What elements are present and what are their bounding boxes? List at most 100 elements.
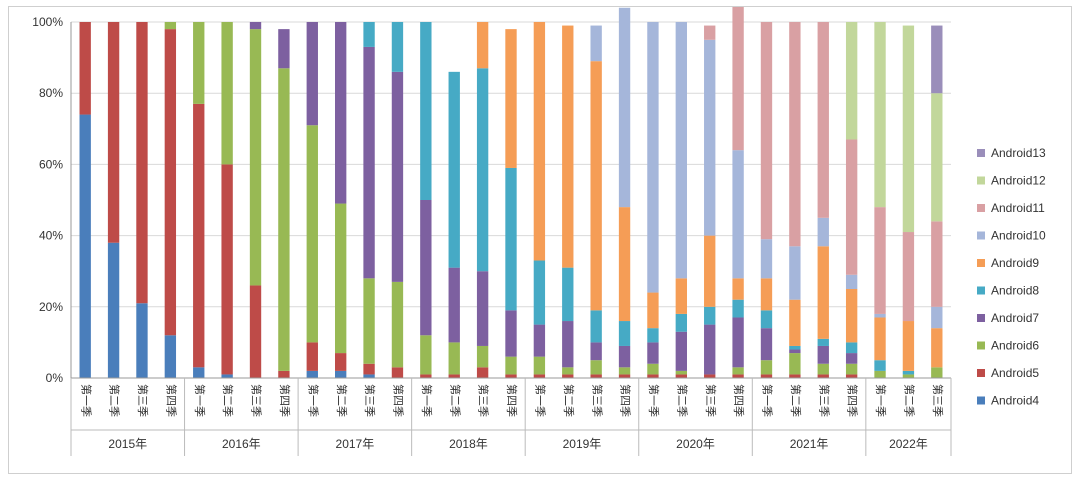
- bar-segment-android7: [675, 331, 687, 371]
- bar-segment-android8: [647, 328, 659, 343]
- bar-segment-android4: [335, 370, 347, 378]
- bar-segment-android5: [448, 374, 460, 378]
- bar-segment-android6: [590, 360, 602, 375]
- bar-segment-android5: [278, 370, 290, 378]
- bar-segment-android11: [902, 232, 915, 322]
- bar-segment-android7: [817, 345, 829, 364]
- bar-segment-android12: [931, 93, 943, 222]
- bar-segment-android8: [562, 267, 574, 322]
- bar-segment-android7: [647, 342, 659, 364]
- bar-segment-android6: [732, 367, 744, 375]
- bar-segment-android6: [249, 29, 262, 286]
- year-label: 2019年: [563, 437, 602, 451]
- bar-segment-android5: [391, 367, 404, 378]
- bar-segment-android6: [363, 278, 375, 364]
- bar-segment-android5: [845, 374, 858, 378]
- x-tick-label: 第三季: [363, 384, 377, 417]
- bar-segment-android12: [874, 22, 886, 208]
- legend-swatch: [977, 341, 985, 350]
- x-tick-label: 第二季: [789, 384, 803, 417]
- bar-segment-android8: [533, 260, 546, 325]
- bar-segment-android6: [647, 363, 659, 375]
- bar-segment-android8: [420, 22, 432, 200]
- y-tick-label: 100%: [32, 15, 63, 29]
- bar-segment-android9: [647, 292, 659, 329]
- bar-segment-android5: [221, 164, 233, 375]
- bar-segment-android11: [732, 7, 744, 151]
- bar-segment-android4: [136, 303, 148, 378]
- bar-segment-android8: [732, 299, 744, 318]
- bar-segment-android6: [164, 22, 177, 30]
- bar-segment-android10: [732, 150, 744, 279]
- bar-segment-android9: [675, 278, 687, 314]
- bar-segment-android9: [505, 29, 517, 168]
- bar-segment-android5: [562, 374, 574, 378]
- bar-segment-android9: [845, 289, 858, 343]
- legend-label: Android8: [991, 284, 1039, 298]
- bar-segment-android5: [817, 374, 829, 378]
- bar-segment-android8: [590, 310, 602, 343]
- bar-segment-android9: [902, 321, 915, 371]
- bar-segment-android7: [562, 321, 574, 368]
- bar-segment-android7: [505, 310, 517, 357]
- bar-segment-android6: [789, 353, 801, 375]
- x-tick-label: 第二季: [335, 384, 349, 417]
- bar-segment-android13: [931, 25, 943, 94]
- bar-segment-android5: [533, 374, 546, 378]
- bar-segment-android5: [618, 374, 631, 378]
- x-tick-label: 第三季: [704, 384, 718, 417]
- legend-swatch: [977, 231, 985, 240]
- y-axis: 0% 20% 40% 60% 80% 100%: [32, 15, 72, 385]
- bar-segment-android4: [164, 335, 177, 378]
- y-tick-label: 80%: [39, 86, 63, 100]
- bar-segment-android10: [845, 274, 858, 289]
- bar-segment-android7: [391, 71, 404, 282]
- x-tick-label: 第一季: [306, 384, 320, 417]
- bar-segment-android5: [789, 374, 801, 378]
- bar-segment-android7: [533, 324, 546, 357]
- x-axis: 第一季 第二季 第三季 第四季 第一季 第二季 第三季 第四季 第一季 第二季 第三季 第四季 第一季第…: [70, 377, 952, 456]
- x-tick-label: 第四季: [505, 384, 519, 417]
- bar-segment-android11: [817, 22, 829, 218]
- bar-segment-android5: [363, 363, 375, 375]
- bar-segment-android5: [306, 342, 318, 371]
- bar-segment-android7: [249, 22, 262, 30]
- legend-label: Android5: [991, 366, 1039, 380]
- bar-segment-android6: [391, 281, 404, 368]
- bar-segment-android12: [845, 22, 858, 140]
- legend-swatch: [977, 314, 985, 322]
- bar-segment-android8: [476, 68, 489, 272]
- bar-segment-android7: [704, 324, 716, 375]
- chart-frame: 0% 20% 40% 60% 80% 100% 第一季 第二季 第三季 第四季 第一季 第二季 第三季…: [8, 6, 1072, 474]
- bar-segment-android8: [505, 167, 517, 311]
- bar-segment-android9: [618, 207, 631, 322]
- bar-segment-android7: [278, 29, 290, 69]
- bar-segment-android5: [505, 374, 517, 378]
- bar-segment-android7: [420, 200, 432, 336]
- bar-segment-android10: [618, 7, 631, 208]
- bar-segment-android5: [420, 374, 432, 378]
- x-tick-label: 第三季: [590, 384, 604, 417]
- legend-swatch: [977, 396, 985, 405]
- bar-segment-android9: [590, 61, 602, 311]
- bar-segment-android7: [845, 353, 858, 364]
- legend-swatch: [977, 149, 985, 157]
- bar-segment-android5: [590, 374, 602, 378]
- bar-segment-android4: [79, 114, 91, 378]
- bar-segment-android10: [704, 39, 716, 236]
- bar-segment-android9: [533, 22, 546, 261]
- bar-segment-android8: [704, 306, 716, 325]
- bar-segment-android6: [420, 335, 432, 375]
- x-tick-label: 第一季: [420, 384, 434, 417]
- bar-segment-android4: [306, 370, 318, 378]
- bar-segment-android6: [306, 125, 318, 343]
- bar-segment-android9: [760, 278, 773, 311]
- bar-segment-android9: [817, 246, 829, 339]
- bar-segment-android11: [845, 139, 858, 275]
- x-tick-label: 第四季: [164, 384, 178, 417]
- x-tick-label: 第一季: [761, 384, 775, 417]
- bar-segment-android7: [732, 317, 744, 368]
- x-tick-label: 第一季: [533, 384, 547, 417]
- bar-segment-android10: [817, 217, 829, 247]
- x-tick-label: 第二季: [448, 384, 462, 417]
